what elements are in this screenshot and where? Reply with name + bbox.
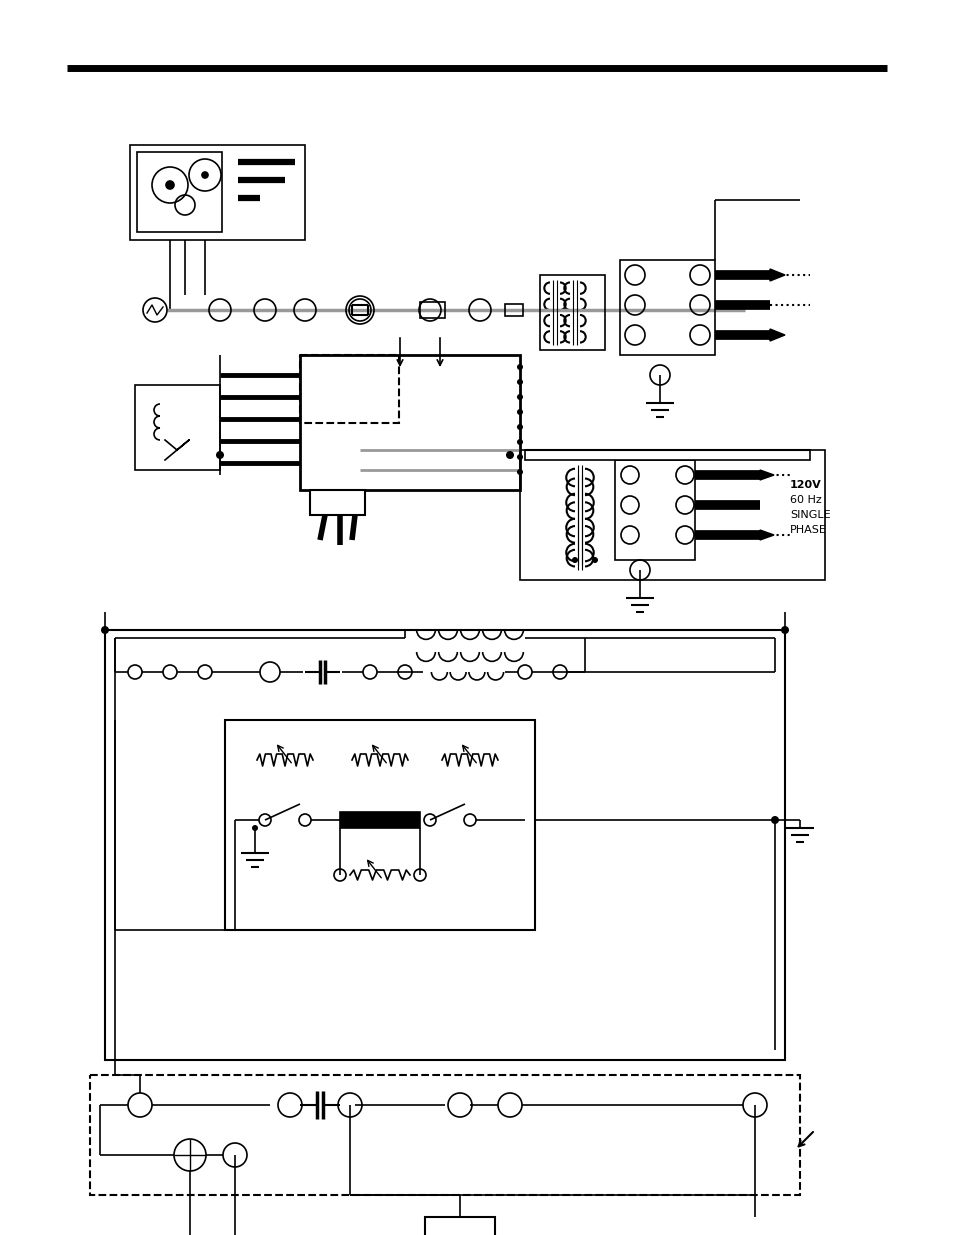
Circle shape: [517, 454, 522, 459]
Bar: [419, 303, 444, 317]
Bar: [504, 304, 522, 316]
Circle shape: [517, 394, 522, 400]
Circle shape: [770, 816, 779, 824]
Bar: [90, 1074, 800, 1195]
Bar: [310, 490, 365, 515]
Text: PHASE: PHASE: [789, 525, 826, 535]
Circle shape: [781, 626, 788, 634]
Bar: [299, 354, 398, 422]
Bar: [135, 385, 220, 471]
Circle shape: [517, 379, 522, 385]
Polygon shape: [769, 269, 784, 282]
Polygon shape: [165, 440, 189, 459]
Text: SINGLE: SINGLE: [789, 510, 830, 520]
Circle shape: [202, 172, 208, 178]
Circle shape: [215, 451, 224, 459]
Bar: [105, 630, 784, 1060]
Text: 60 Hz: 60 Hz: [789, 495, 821, 505]
Circle shape: [252, 825, 257, 831]
Circle shape: [166, 182, 173, 189]
Bar: [615, 459, 695, 559]
Circle shape: [505, 451, 514, 459]
Bar: [137, 152, 222, 232]
Polygon shape: [760, 530, 773, 540]
Polygon shape: [760, 471, 773, 480]
Bar: [424, 1216, 495, 1235]
Circle shape: [517, 424, 522, 430]
Circle shape: [101, 626, 109, 634]
Bar: [619, 261, 714, 354]
Text: 120V: 120V: [789, 480, 821, 490]
Polygon shape: [769, 329, 784, 341]
Circle shape: [572, 557, 578, 563]
Circle shape: [517, 469, 522, 475]
Bar: [519, 450, 824, 580]
Circle shape: [592, 557, 598, 563]
Bar: [225, 720, 535, 930]
Bar: [130, 144, 305, 240]
Bar: [299, 354, 519, 490]
Bar: [539, 275, 604, 350]
Bar: [339, 811, 419, 827]
Circle shape: [517, 438, 522, 445]
Circle shape: [517, 364, 522, 370]
Bar: [524, 450, 809, 459]
Circle shape: [517, 409, 522, 415]
